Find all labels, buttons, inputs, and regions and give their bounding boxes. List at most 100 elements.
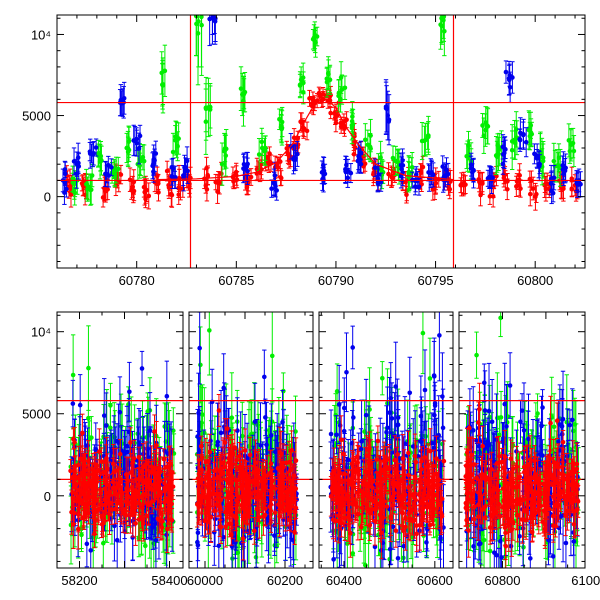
data-point [267, 151, 272, 156]
x-tick-label: 60800 [517, 273, 553, 288]
data-point [194, 21, 199, 27]
panel-red-point [68, 459, 73, 483]
data-point [478, 192, 483, 198]
data-point [468, 166, 474, 171]
series-green-cluster-point [349, 111, 355, 145]
data-point [569, 187, 575, 192]
panel-green-point [89, 416, 94, 460]
data-point [521, 132, 526, 137]
series-red-cluster-point [274, 156, 280, 172]
series-blue-cluster-point [212, 15, 218, 45]
data-point [278, 174, 283, 180]
data-point [79, 532, 84, 538]
data-point [62, 171, 68, 177]
series-red-cluster-point [463, 175, 468, 195]
data-point [338, 120, 344, 126]
data-point [490, 194, 496, 199]
series-green-cluster-point [241, 78, 247, 110]
series-green-cluster-point [238, 66, 244, 112]
bottom-plot-data-area [57, 312, 585, 568]
data-point [471, 177, 476, 182]
data-point [412, 184, 418, 189]
data-point [109, 164, 114, 170]
data-point [146, 193, 152, 199]
series-blue-cluster-point [151, 151, 156, 176]
data-point [212, 19, 218, 24]
data-point [293, 155, 298, 161]
series-blue-cluster-point [517, 128, 523, 152]
series-blue-cluster-point [109, 158, 114, 177]
series-red-cluster-point [351, 147, 357, 162]
data-point [517, 137, 523, 143]
data-point [568, 142, 574, 147]
data-point [527, 191, 533, 197]
data-point [574, 180, 580, 186]
series-blue-cluster-point [412, 177, 418, 196]
series-blue-cluster-point [291, 144, 296, 175]
series-green-cluster-point [556, 143, 562, 173]
series-blue-cluster-point [487, 166, 493, 189]
data-point [358, 150, 364, 156]
data-point [238, 86, 244, 91]
data-point [312, 32, 318, 38]
data-point [332, 111, 337, 116]
top-plot-frame [56, 14, 586, 269]
series-blue-cluster-point [103, 161, 109, 188]
data-point [175, 143, 180, 149]
series-blue-cluster-point [576, 171, 582, 198]
data-point [155, 181, 161, 187]
data-point [442, 29, 447, 34]
data-point [101, 413, 107, 418]
series-green-cluster-point [380, 160, 386, 184]
series-green-cluster-point [571, 135, 577, 168]
data-point [466, 143, 471, 148]
data-point [500, 161, 506, 167]
data-point [487, 174, 493, 180]
series-blue-cluster-point [523, 127, 529, 158]
data-point [534, 191, 539, 197]
series-blue-cluster-point [76, 151, 81, 175]
data-point [529, 131, 535, 137]
data-point [248, 174, 254, 180]
series-blue-cluster-point [563, 153, 568, 183]
data-point [351, 151, 357, 157]
series-green-cluster-point [301, 71, 306, 95]
series-blue-cluster-point [93, 138, 99, 157]
data-point [259, 139, 265, 145]
series-green-cluster-point [568, 129, 574, 160]
series-blue-cluster-point [574, 172, 580, 193]
series-blue-cluster-point [416, 177, 422, 196]
data-point [176, 192, 182, 197]
series-green-cluster-point [126, 137, 132, 163]
data-point [258, 162, 264, 167]
data-point [77, 402, 83, 408]
data-point [68, 468, 73, 474]
series-red-cluster-point [569, 181, 575, 198]
data-point [380, 169, 386, 175]
panel-green-point [86, 325, 91, 411]
series-red-cluster-point [267, 146, 272, 161]
series-blue-cluster-point [532, 143, 537, 165]
data-point [79, 181, 85, 186]
series-blue-cluster-point [503, 139, 508, 160]
series-red-cluster-point [146, 182, 152, 210]
data-point [386, 119, 392, 124]
series-red-cluster-point [328, 106, 333, 120]
data-point [166, 185, 172, 190]
panel-blue-point [139, 350, 145, 387]
data-point [301, 80, 306, 86]
series-green-cluster-point [85, 176, 90, 202]
data-point [378, 179, 384, 185]
data-point [210, 15, 215, 18]
series-blue-cluster-point [560, 155, 566, 176]
data-point [510, 75, 515, 80]
series-blue-cluster-point [343, 155, 348, 184]
data-point [154, 443, 159, 448]
data-point [332, 115, 338, 121]
data-point [199, 15, 204, 20]
data-point [386, 171, 391, 177]
data-point [481, 133, 487, 139]
data-point [279, 123, 284, 128]
data-point [503, 69, 509, 75]
series-red-cluster-point [79, 175, 85, 192]
